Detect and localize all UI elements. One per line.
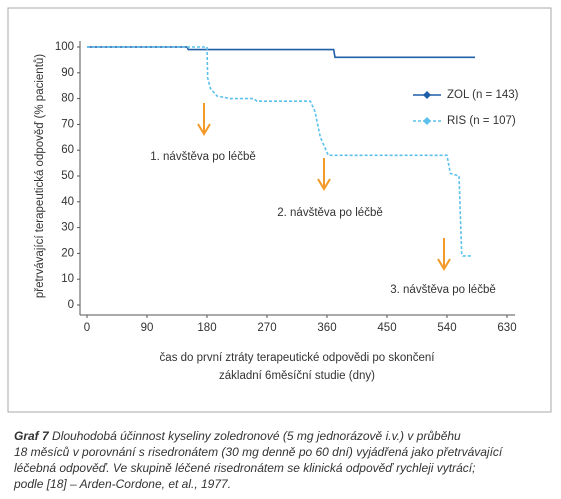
x-tick-label: 360	[317, 322, 336, 334]
caption-line: podle [18] – Arden-Cordone, et al., 1977…	[13, 477, 231, 491]
y-tick-label: 90	[61, 67, 74, 79]
series-line	[87, 46, 472, 257]
y-tick-label: 80	[61, 93, 74, 105]
legend-marker	[423, 117, 431, 125]
x-tick-label: 0	[84, 322, 90, 334]
caption-label: Graf 7	[14, 429, 50, 443]
series-line	[87, 46, 475, 59]
y-tick-label: 40	[61, 196, 74, 208]
annotation: 2. návštěva po léčbě	[277, 207, 383, 219]
legend-label: ZOL (n = 143)	[447, 89, 519, 101]
y-tick-label: 50	[61, 170, 74, 182]
legend-marker	[423, 91, 431, 99]
caption-line: Graf 7 Dlouhodobá účinnost kyseliny zole…	[14, 429, 461, 443]
caption-line: léčebná odpověď. Ve skupině léčené rised…	[14, 461, 475, 475]
y-tick-label: 70	[61, 118, 74, 130]
x-axis-label: základní 6měsíční studie (dny)	[219, 370, 375, 382]
caption-line: 18 měsíců v porovnání s risedronátem (30…	[14, 445, 504, 459]
y-tick-label: 0	[68, 299, 74, 311]
y-tick-label: 20	[61, 247, 74, 259]
annotation: 3. návštěva po léčbě	[390, 284, 496, 296]
annotation: 1. návštěva po léčbě	[150, 151, 256, 163]
x-axis-label: čas do první ztráty terapeutické odpověd…	[160, 352, 436, 364]
y-tick-label: 60	[61, 144, 74, 156]
legend-label: RIS (n = 107)	[447, 115, 516, 127]
caption-text: Dlouhodobá účinnost kyseliny zoledronové…	[52, 429, 461, 443]
arrows	[197, 103, 451, 271]
y-tick-label: 100	[55, 41, 74, 53]
x-tick-label: 630	[497, 322, 516, 334]
x-tick-label: 90	[141, 322, 154, 334]
x-tick-label: 450	[377, 322, 396, 334]
x-tick-label: 540	[437, 322, 456, 334]
y-tick-label: 10	[61, 273, 74, 285]
y-tick-label: 30	[61, 222, 74, 234]
frame	[7, 7, 552, 413]
x-tick-label: 180	[197, 322, 216, 334]
y-axis-label: přetrvávající terapeutická odpověď (% pa…	[34, 54, 46, 298]
x-tick-label: 270	[257, 322, 276, 334]
